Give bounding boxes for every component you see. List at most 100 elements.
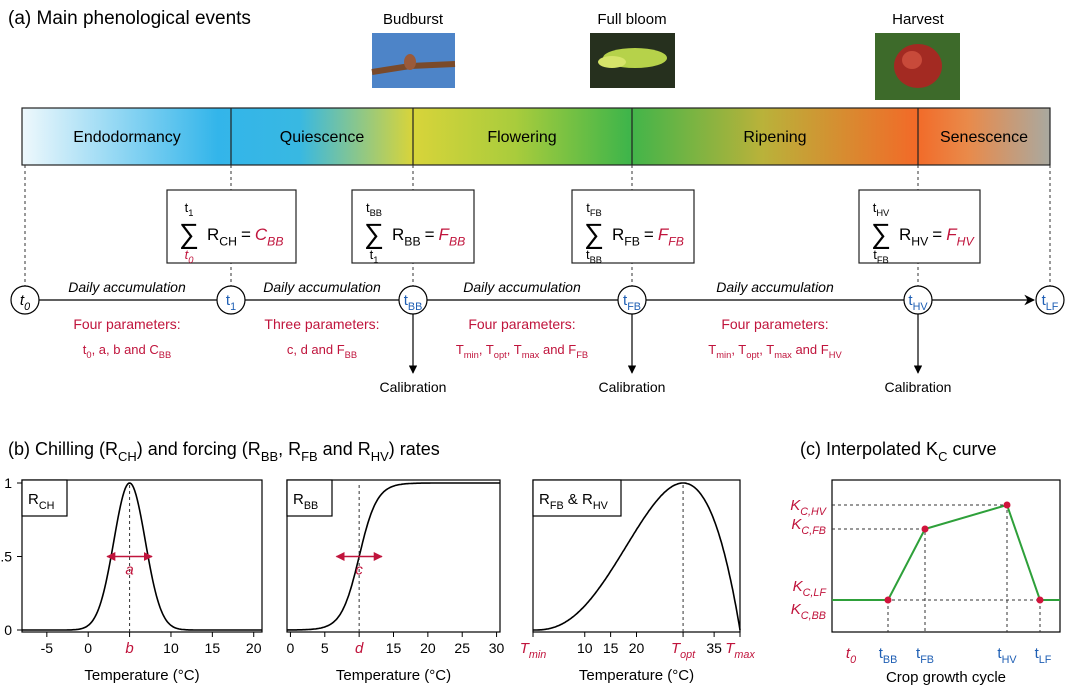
text-part: C,LF (803, 587, 828, 599)
accumulation-label: Daily accumulation (463, 279, 581, 295)
text-part: F (946, 225, 958, 244)
text-part: CH (39, 500, 55, 512)
x-axis-label: Crop growth cycle (886, 669, 1006, 686)
text-part: K (790, 497, 801, 514)
calibration-label: Calibration (380, 379, 447, 395)
node-label: tLF (1042, 292, 1059, 313)
text-part: t (879, 645, 884, 662)
stage-label: tLF (1035, 645, 1052, 666)
text-part: C,HV (800, 506, 828, 518)
photo-harvest (875, 33, 960, 100)
parameter-heading: Four parameters: (73, 316, 180, 332)
x-tick-label: 35 (706, 640, 722, 656)
sum-upper: tBB (366, 200, 382, 218)
width-label: a (125, 562, 133, 579)
text-part: BB (370, 208, 382, 218)
text-part: R (293, 491, 304, 508)
text-part: opt (494, 350, 507, 360)
panel-title: (c) Interpolated KC curve (800, 439, 996, 464)
text-part: R (28, 491, 39, 508)
kc-label: KC,LF (793, 578, 828, 599)
text-part: HV (913, 301, 929, 313)
y-tick-label: 0.5 (0, 549, 12, 565)
panel-title: (b) Chilling (RCH) and forcing (RBB, RFB… (8, 439, 440, 464)
text-part: 0 (188, 255, 194, 265)
parameter-list: Tmin, Topt, Tmax and FFB (456, 342, 588, 360)
text-part: ) rates (389, 439, 440, 459)
phase-label: Endodormancy (73, 129, 181, 146)
text-part: C,FB (801, 525, 826, 537)
text-part: C (938, 449, 947, 464)
text-part: 1 (373, 255, 378, 265)
text-part: , R (278, 439, 301, 459)
text-part: t (873, 200, 877, 215)
text-part: HV (829, 350, 843, 360)
sum-upper: tHV (873, 200, 890, 218)
event-label: Harvest (892, 11, 945, 28)
sum-lower: t1 (370, 247, 379, 265)
node-label: tBB (404, 292, 423, 313)
text-part: T (725, 640, 736, 657)
stage-label: tFB (916, 645, 934, 666)
x-tick-label: 25 (454, 640, 470, 656)
x-tick-label: 20 (629, 640, 645, 656)
text-part: 0 (850, 654, 856, 666)
text-part: LF (1039, 654, 1052, 666)
text-part: , T (507, 342, 522, 357)
text-part: t (226, 292, 231, 309)
equation-boxes (166, 189, 981, 264)
text-part: F (658, 225, 670, 244)
x-tick-label: 20 (246, 640, 262, 656)
x-tick-label: d (355, 640, 364, 657)
phase-label: Ripening (743, 129, 806, 146)
accumulation-label: Daily accumulation (68, 279, 186, 295)
phase-label: Senescence (940, 129, 1028, 146)
x-tick-label: 15 (386, 640, 402, 656)
text-part: t (623, 292, 628, 309)
text-part: FB (668, 234, 684, 248)
equation: RBB = FBB (392, 225, 465, 248)
text-part: T (456, 342, 464, 357)
text-part: K (791, 516, 802, 533)
equation: RCH = CBB (207, 225, 284, 248)
text-part: BB (304, 500, 318, 512)
x-tick-label: 10 (577, 640, 593, 656)
node-label: tHV (908, 292, 928, 313)
x-tick-label: 15 (205, 640, 221, 656)
text-part: curve (947, 439, 996, 459)
event-label: Full bloom (597, 11, 666, 28)
text-part: BB (883, 654, 897, 666)
parameter-heading: Three parameters: (264, 316, 379, 332)
equation: RHV = FHV (899, 225, 975, 248)
phase-label: Flowering (487, 129, 556, 146)
text-part: max (774, 350, 792, 360)
text-part: (c) Interpolated K (800, 439, 938, 459)
stage-label: tBB (879, 645, 898, 666)
text-part: = (425, 225, 435, 244)
rate-curve (533, 482, 741, 631)
text-part: ) and forcing (R (137, 439, 261, 459)
phase-dividers (230, 108, 919, 165)
text-part: T (708, 342, 716, 357)
text-part: & R (564, 491, 593, 508)
plot-label: RFB & RHV (539, 491, 609, 512)
text-part: CH (219, 234, 237, 248)
text-part: t (1042, 292, 1047, 309)
text-part: , T (479, 342, 494, 357)
parameter-list: c, d and FBB (287, 342, 357, 360)
text-part: t (586, 200, 590, 215)
x-axis-label: Temperature (°C) (579, 667, 694, 684)
text-part: t (370, 247, 374, 262)
y-tick-label: 1 (4, 475, 12, 491)
text-part: FB (576, 350, 588, 360)
kc-label: KC,FB (791, 516, 826, 537)
text-part: HV (876, 208, 890, 218)
phase-label: Quiescence (280, 129, 365, 146)
parameter-list: Tmin, Topt, Tmax and FHV (708, 342, 842, 360)
text-part: 0 (24, 301, 30, 313)
text-part: min (529, 649, 546, 661)
text-part: min (464, 350, 479, 360)
text-part: BB (261, 449, 278, 464)
sum-lower: t0 (185, 247, 195, 265)
text-part: t (185, 200, 189, 215)
